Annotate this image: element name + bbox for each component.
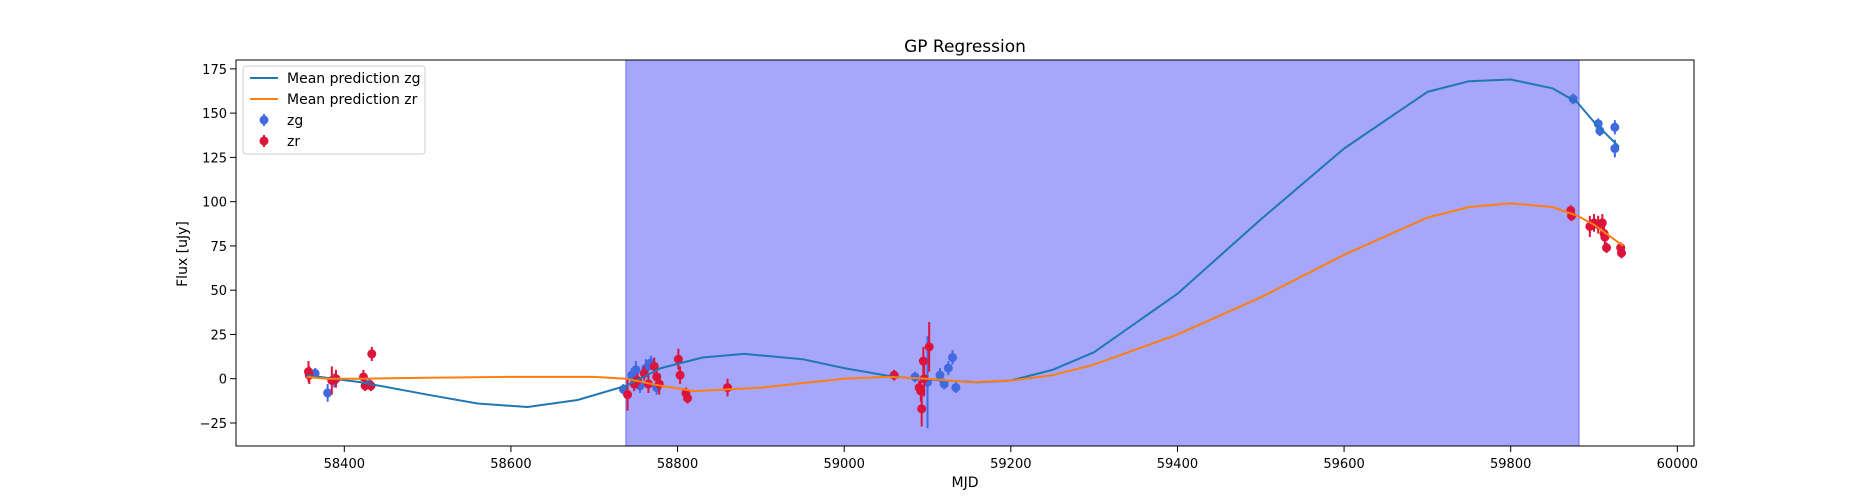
legend-marker (259, 115, 269, 125)
y-axis: −25 0 25 50 75 100 125 150 175 (200, 63, 236, 432)
series-line-Mean prediction zr (306, 202, 1624, 393)
series-zg-points (310, 93, 1620, 429)
y-tick-label: 0 (219, 373, 227, 388)
data-point (935, 370, 945, 380)
shaded-region (625, 60, 1580, 446)
plot-area (303, 60, 1627, 446)
data-point (951, 383, 961, 393)
x-tick-label: 58800 (657, 457, 698, 472)
plot-frame (235, 59, 1695, 447)
y-tick-label: 100 (202, 196, 227, 211)
legend-label-zg-line: Mean prediction zg (287, 71, 421, 87)
data-point (673, 354, 683, 364)
x-tick-label: 59400 (1157, 457, 1198, 472)
legend-label-zr-points: zr (287, 134, 300, 150)
y-tick-label: 75 (210, 240, 227, 255)
data-point (367, 349, 377, 359)
data-point (1602, 243, 1612, 253)
data-point (675, 370, 685, 380)
legend: Mean prediction zg Mean prediction zr zg… (242, 65, 426, 155)
data-point (1595, 126, 1605, 136)
x-tick-label: 60000 (1657, 457, 1698, 472)
chart-title: GP Regression (904, 37, 1026, 57)
data-point (358, 372, 368, 382)
data-point (910, 372, 920, 382)
y-tick-label: −25 (200, 417, 227, 432)
data-point (631, 365, 641, 375)
data-point (323, 388, 333, 398)
x-tick-label: 58400 (324, 457, 365, 472)
data-point (948, 352, 958, 362)
legend-marker (259, 136, 269, 146)
data-point (623, 390, 633, 400)
y-tick-label: 125 (202, 151, 227, 166)
x-tick-label: 58600 (490, 457, 531, 472)
legend-label-zr-line: Mean prediction zr (287, 92, 418, 108)
x-tick-label: 59600 (1323, 457, 1364, 472)
data-point (1597, 218, 1607, 228)
data-point (683, 393, 693, 403)
x-axis-label: MJD (952, 475, 979, 491)
y-axis-label: Flux [uJy] (175, 221, 191, 287)
y-tick-label: 50 (210, 284, 227, 299)
legend-swatch-zg-points (259, 114, 269, 126)
legend-swatch-zr-points (259, 135, 269, 147)
x-tick-label: 59000 (824, 457, 865, 472)
data-point (723, 383, 733, 393)
x-tick-label: 59200 (990, 457, 1031, 472)
data-point (943, 363, 953, 373)
x-axis: 58400 58600 58800 59000 59200 59400 59600 59800… (324, 446, 1698, 472)
data-point (1610, 122, 1620, 132)
data-point (924, 342, 934, 352)
y-tick-label: 175 (202, 63, 227, 78)
y-tick-label: 25 (210, 328, 227, 343)
legend-box (242, 65, 426, 155)
data-point (1617, 248, 1627, 258)
legend-label-zg-points: zg (287, 113, 303, 129)
x-tick-label: 59800 (1490, 457, 1531, 472)
data-point (939, 379, 949, 389)
data-point (917, 404, 927, 414)
y-tick-label: 150 (202, 107, 227, 122)
